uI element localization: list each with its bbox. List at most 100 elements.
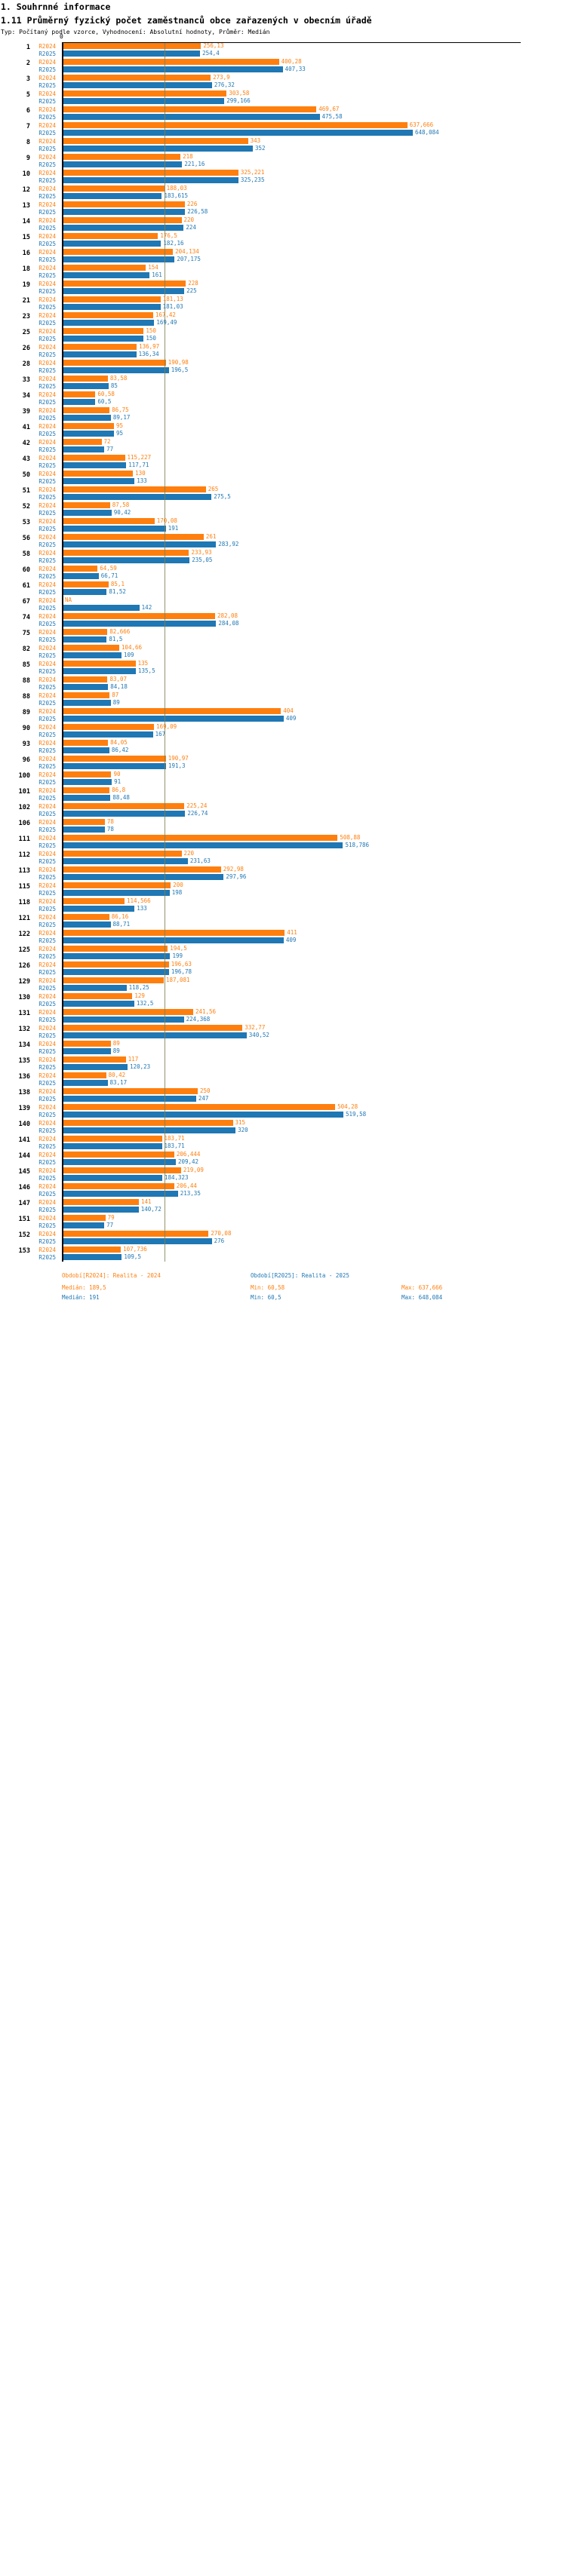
chart-row: 139 R2024 504,28 R2025 519,58 (19, 1103, 566, 1119)
chart-row: 25 R2024 150 R2025 150 (23, 327, 566, 343)
row-category-label: 88 (22, 677, 30, 685)
bar-value-label: 135,5 (138, 667, 155, 674)
row-series-label: R2024 (38, 550, 56, 557)
row-series-label: R2025 (38, 51, 56, 57)
bar (63, 288, 185, 294)
bar-value-label: 79 (107, 1214, 115, 1221)
chart-row: 82 R2024 104,66 R2025 109 (23, 644, 566, 660)
bar (63, 209, 186, 215)
bar (63, 439, 102, 445)
bar (63, 708, 281, 714)
bar-chart: 0 1 R2024 256,13 R2025 254,4 2 R2024 400,28 R202… (0, 33, 566, 1262)
bar-value-label: 519,58 (346, 1111, 367, 1118)
row-category-label: 51 (22, 487, 30, 495)
row-category-label: 147 (18, 1200, 30, 1207)
row-series-label: R2025 (38, 336, 56, 342)
row-category-label: 43 (22, 455, 30, 463)
row-series-label: R2024 (38, 59, 56, 66)
bar (63, 471, 134, 477)
chart-row: 14 R2024 220 R2025 224 (23, 216, 566, 232)
chart-row: 28 R2024 190,98 R2025 196,5 (23, 359, 566, 375)
row-category-label: 151 (18, 1216, 30, 1223)
plot-area: 0 1 R2024 256,13 R2025 254,4 2 R2024 400,28 R202… (19, 33, 566, 1262)
chart-row: 88 R2024 83,07 R2025 84,18 (23, 676, 566, 692)
bar-value-label: 170,08 (156, 517, 177, 524)
chart-row: 122 R2024 411 R2025 409 (19, 929, 566, 945)
bar-value-label: 206,44 (176, 1182, 197, 1189)
row-series-label: R2025 (38, 66, 56, 73)
row-category-label: 90 (22, 725, 30, 732)
bar (63, 201, 185, 207)
row-series-label: R2025 (38, 1127, 56, 1134)
bar-value-label: 181,13 (162, 296, 183, 302)
row-series-label: R2025 (38, 589, 56, 596)
row-series-label: R2024 (38, 1120, 56, 1127)
bar-value-label: 72 (103, 438, 111, 445)
chart-row: 88 R2024 87 R2025 89 (23, 692, 566, 707)
row-series-label: R2025 (38, 415, 56, 422)
bar-value-label: 409 (285, 715, 297, 722)
row-series-label: R2025 (38, 1032, 56, 1039)
bar-value-label: 282,08 (217, 612, 238, 619)
row-category-label: 96 (22, 756, 30, 764)
row-series-label: R2025 (38, 304, 56, 311)
bar-value-label: 637,666 (409, 121, 434, 128)
chart-row: 56 R2024 261 R2025 283,92 (23, 533, 566, 549)
bar-value-label: 199 (172, 952, 183, 959)
chart-row: 26 R2024 136,97 R2025 136,34 (23, 343, 566, 359)
chart-row: 39 R2024 86,75 R2025 89,17 (23, 406, 566, 422)
row-series-label: R2025 (38, 858, 56, 865)
bar (63, 763, 166, 769)
row-category-label: 15 (22, 234, 30, 241)
bar-value-label: 90 (113, 771, 121, 777)
bar (63, 866, 221, 872)
bar-value-label: 114,566 (127, 897, 151, 904)
bar-value-label: 83,58 (109, 375, 128, 382)
row-series-label: R2024 (38, 455, 56, 462)
bar-value-label: 86,8 (112, 787, 126, 793)
bar-value-label: 191 (168, 525, 179, 532)
row-category-label: 34 (22, 392, 30, 400)
chart-row: 60 R2024 64,59 R2025 66,71 (23, 565, 566, 581)
row-series-label: R2024 (38, 1104, 56, 1111)
row-category-label: 74 (22, 614, 30, 621)
section-heading: 1. Souhrnné informace (1, 2, 111, 12)
row-series-label: R2024 (38, 1247, 56, 1253)
row-category-label: 9 (26, 155, 30, 162)
bar-value-label: 648,084 (415, 129, 439, 136)
bar-value-label: 176,5 (160, 232, 177, 239)
bar (63, 383, 109, 389)
row-category-label: 18 (22, 265, 30, 273)
bar (63, 1238, 212, 1244)
bar-value-label: NA (65, 596, 72, 603)
row-series-label: R2025 (38, 130, 56, 136)
bar-value-label: 469,67 (318, 106, 340, 112)
bar-value-label: 254,4 (202, 50, 220, 57)
bar (63, 906, 135, 912)
row-series-label: R2024 (38, 597, 56, 604)
bar-value-label: 150 (146, 335, 156, 342)
chart-row: 74 R2024 282,08 R2025 284,08 (23, 612, 566, 628)
bar-value-label: 400,28 (281, 58, 302, 65)
chart-row: 18 R2024 154 R2025 161 (23, 264, 566, 280)
row-category-label: 7 (26, 123, 30, 130)
bar-value-label: 191,3 (168, 762, 186, 769)
bar (63, 890, 170, 896)
chart-row: 130 R2024 129 R2025 132,5 (19, 992, 566, 1008)
row-series-label: R2024 (38, 170, 56, 176)
bar-value-label: 77 (106, 446, 114, 452)
chart-row: 52 R2024 87,58 R2025 90,42 (23, 501, 566, 517)
bar (63, 930, 285, 936)
row-series-label: R2024 (38, 898, 56, 905)
bar-value-label: 475,58 (321, 113, 343, 120)
row-series-label: R2025 (38, 763, 56, 770)
bar (63, 1183, 174, 1189)
row-series-label: R2025 (38, 795, 56, 802)
bar-value-label: 182,16 (163, 240, 184, 247)
row-series-label: R2025 (38, 541, 56, 548)
row-category-label: 121 (18, 915, 30, 922)
bar (63, 621, 217, 627)
bar (63, 90, 227, 97)
chart-row: 101 R2024 86,8 R2025 88,48 (19, 787, 566, 802)
bar-value-label: 88,71 (112, 921, 131, 928)
